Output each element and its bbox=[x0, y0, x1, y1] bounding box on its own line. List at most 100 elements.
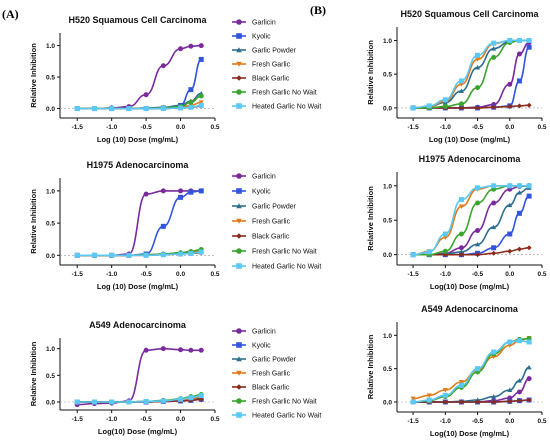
legend-marker-fresh-garlic-no-wait bbox=[236, 89, 242, 95]
data-point-heated-garlic-no-wait bbox=[516, 37, 522, 43]
legend-marker-heated-garlic-no-wait bbox=[236, 263, 242, 269]
legend-marker-garlic-powder bbox=[236, 203, 242, 209]
x-tick-label: 0.0 bbox=[176, 124, 185, 131]
data-point-black-garlic bbox=[442, 399, 448, 405]
data-point-black-garlic bbox=[475, 105, 481, 111]
data-point-kyolic bbox=[188, 189, 194, 195]
data-point-heated-garlic-no-wait bbox=[507, 183, 513, 189]
data-point-heated-garlic-no-wait bbox=[74, 399, 80, 405]
legend-label-garlic-powder: Garlic Powder bbox=[252, 357, 297, 364]
panel-label-b: (B) bbox=[310, 3, 326, 17]
data-point-heated-garlic-no-wait bbox=[91, 106, 97, 112]
data-point-heated-garlic-no-wait bbox=[475, 185, 481, 191]
data-point-garlicin bbox=[143, 191, 149, 197]
data-point-heated-garlic-no-wait bbox=[475, 52, 481, 58]
data-point-kyolic bbox=[198, 56, 204, 62]
data-point-heated-garlic-no-wait bbox=[91, 399, 97, 405]
x-tick-label: -1.0 bbox=[106, 271, 118, 278]
data-point-heated-garlic-no-wait bbox=[143, 398, 149, 404]
data-point-black-garlic bbox=[526, 397, 532, 403]
x-tick-label: 0.0 bbox=[176, 271, 185, 278]
data-point-heated-garlic-no-wait bbox=[516, 183, 522, 189]
y-tick-label: 0.5 bbox=[383, 218, 392, 225]
data-point-heated-garlic-no-wait bbox=[426, 397, 432, 403]
data-point-kyolic bbox=[188, 87, 194, 93]
data-point-black-garlic bbox=[458, 252, 464, 258]
y-tick-label: 1.0 bbox=[46, 346, 55, 353]
data-point-garlicin bbox=[458, 245, 464, 251]
data-point-heated-garlic-no-wait bbox=[143, 252, 149, 258]
y-tick-label: 1.0 bbox=[383, 183, 392, 190]
data-point-fresh-garlic bbox=[442, 235, 448, 240]
y-tick-label: 0.0 bbox=[46, 400, 55, 407]
data-point-garlicin bbox=[198, 43, 204, 49]
x-tick-label: 0.5 bbox=[210, 271, 219, 278]
data-point-heated-garlic-no-wait bbox=[458, 197, 464, 203]
data-point-kyolic bbox=[516, 210, 522, 216]
data-point-black-garlic bbox=[507, 398, 513, 404]
data-point-heated-garlic-no-wait bbox=[526, 37, 532, 43]
data-point-heated-garlic-no-wait bbox=[507, 37, 513, 43]
x-tick-label: -1.0 bbox=[440, 124, 452, 131]
legend-label-fresh-garlic: Fresh Garlic bbox=[252, 62, 291, 69]
chart-panel-6: A549 Adenocarcinoma -1.5 -1.0 -0.5 0.0 0.5 0.0… bbox=[366, 304, 547, 438]
series-line-kyolic bbox=[413, 46, 530, 109]
data-point-heated-garlic-no-wait bbox=[410, 399, 416, 405]
data-point-black-garlic bbox=[491, 399, 497, 405]
chart-title: A549 Adenocarcinoma bbox=[421, 304, 519, 314]
data-point-black-garlic bbox=[442, 252, 448, 258]
y-tick-label: 0.0 bbox=[383, 105, 392, 112]
data-point-heated-garlic-no-wait bbox=[426, 103, 432, 109]
legend-marker-kyolic bbox=[236, 33, 242, 39]
data-point-heated-garlic-no-wait bbox=[178, 396, 184, 402]
data-point-garlicin bbox=[526, 376, 532, 382]
chart-title: H520 Squamous Cell Carcinoma bbox=[400, 9, 539, 19]
data-point-heated-garlic-no-wait bbox=[178, 251, 184, 257]
legend-marker-garlicin bbox=[236, 328, 242, 334]
data-point-kyolic bbox=[516, 78, 522, 84]
series-line-heated-garlic-no-wait bbox=[413, 339, 530, 403]
data-point-heated-garlic-no-wait bbox=[458, 78, 464, 84]
legend-label-fresh-garlic-no-wait: Fresh Garlic No Wait bbox=[252, 399, 317, 406]
data-point-heated-garlic-no-wait bbox=[410, 105, 416, 111]
legend-label-kyolic: Kyolic bbox=[252, 343, 271, 350]
legend-label-garlicin: Garlicin bbox=[252, 174, 276, 181]
legend-marker-black-garlic bbox=[236, 75, 242, 81]
data-point-fresh-garlic bbox=[458, 204, 464, 209]
legend-marker-fresh-garlic-no-wait bbox=[236, 398, 242, 404]
series-line-garlic-powder bbox=[413, 39, 530, 109]
y-tick-label: 0.5 bbox=[383, 366, 392, 373]
data-point-garlicin bbox=[160, 188, 166, 194]
data-point-garlic-powder bbox=[458, 88, 464, 94]
chart-panel-3: H1975 Adenocarcinoma -1.5 -1.0 -0.5 0.0 0.5 0.… bbox=[29, 160, 321, 291]
data-point-fresh-garlic-no-wait bbox=[491, 54, 497, 60]
x-tick-label: 0.0 bbox=[505, 124, 514, 131]
data-point-black-garlic bbox=[507, 248, 513, 254]
x-axis-label: Log(10) Dose (mg/mL) bbox=[430, 429, 510, 438]
data-point-heated-garlic-no-wait bbox=[160, 252, 166, 258]
data-point-garlicin bbox=[178, 188, 184, 194]
x-tick-label: 0.5 bbox=[210, 124, 219, 131]
x-tick-label: -1.0 bbox=[106, 124, 118, 131]
data-point-heated-garlic-no-wait bbox=[410, 252, 416, 258]
data-point-heated-garlic-no-wait bbox=[126, 252, 132, 258]
y-axis-label: Relative Inhibition bbox=[366, 186, 375, 251]
data-point-heated-garlic-no-wait bbox=[126, 106, 132, 112]
legend-label-kyolic: Kyolic bbox=[252, 189, 271, 196]
data-point-fresh-garlic-no-wait bbox=[188, 99, 194, 105]
data-point-fresh-garlic-no-wait bbox=[458, 101, 464, 107]
data-point-heated-garlic-no-wait bbox=[491, 40, 497, 46]
data-point-black-garlic bbox=[458, 105, 464, 111]
chart-panel-4: H1975 Adenocarcinoma -1.5 -1.0 -0.5 0.0 0.5 0.… bbox=[366, 154, 547, 291]
y-tick-label: 0.0 bbox=[383, 252, 392, 259]
chart-panel-5: A549 Adenocarcinoma -1.5 -1.0 -0.5 0.0 0.5 0.0… bbox=[29, 320, 321, 436]
data-point-garlicin bbox=[143, 92, 149, 98]
legend-marker-heated-garlic-no-wait bbox=[236, 103, 242, 109]
chart-panel-1: H520 Squamous Cell Carcinoma -1.5 -1.0 -0.5… bbox=[29, 15, 321, 144]
legend-label-fresh-garlic-no-wait: Fresh Garlic No Wait bbox=[252, 90, 317, 97]
data-point-black-garlic bbox=[458, 399, 464, 405]
data-point-garlic-powder bbox=[458, 249, 464, 254]
legend-label-black-garlic: Black Garlic bbox=[252, 234, 290, 241]
data-point-heated-garlic-no-wait bbox=[198, 102, 204, 108]
data-point-heated-garlic-no-wait bbox=[442, 97, 448, 103]
